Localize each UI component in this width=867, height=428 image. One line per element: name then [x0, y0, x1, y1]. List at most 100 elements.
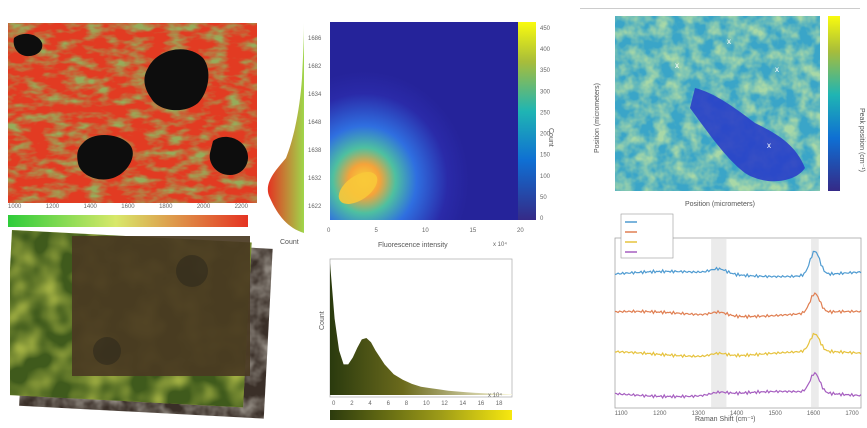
raman-colorbar-label: Peak position (cm⁻¹) [858, 108, 865, 172]
spectra-x-tick: 1300 [692, 411, 706, 417]
void-region [144, 49, 209, 111]
histogram-x-tick: 16 [478, 401, 485, 407]
spectra-x-tick: 1600 [807, 411, 821, 417]
joint-colorbar-tick: 0 [540, 216, 544, 222]
marker-x: x [727, 37, 731, 46]
void-region [77, 134, 133, 180]
top-rule [580, 8, 860, 9]
joint-colorbar [518, 22, 536, 220]
ratio-colorbar-tick: 2200 [234, 204, 248, 210]
histogram-area [330, 263, 512, 395]
spectra-x-tick: 1400 [730, 411, 744, 417]
spectra-x-axis: 1100 1200 1300 1400 1500 1600 1700 [615, 411, 860, 417]
histogram-x-tick: 14 [459, 401, 466, 407]
joint-colorbar-tick: 400 [540, 47, 551, 53]
joint-histogram: 1686 1682 1634 1648 1638 1632 1622 Count… [267, 22, 554, 249]
spectra-x-tick: 1100 [615, 411, 629, 417]
joint-x-scale: x 10⁴ [493, 241, 507, 248]
joint-colorbar-tick: 100 [540, 174, 551, 180]
raman-map-panel: x x x x Peak position (cm⁻¹) Position (m… [580, 8, 867, 210]
histogram-x-tick: 2 [350, 401, 354, 407]
fluorescence-histogram: Count 0 2 4 6 8 10 12 14 16 18 x 10⁴ [319, 258, 513, 420]
overlay-image-stack [3, 228, 285, 423]
joint-x-tick: 5 [375, 228, 379, 234]
ratio-map [8, 23, 257, 203]
joint-x-tick: 20 [517, 228, 524, 234]
marker-x: x [775, 65, 779, 74]
raman-map: x x x x Peak position (cm⁻¹) Position (m… [594, 16, 865, 208]
ratio-colorbar-tick: 1600 [121, 204, 135, 210]
histogram-x-tick: 18 [496, 401, 503, 407]
side-axis-tick: 1638 [308, 148, 322, 154]
histogram-x-axis: 0 2 4 6 8 10 12 14 16 18 [332, 401, 503, 407]
low-peak-region [690, 88, 805, 182]
ratio-colorbar-tick: 1800 [159, 204, 173, 210]
shaded-band [711, 238, 727, 408]
spectra-legend [620, 213, 674, 259]
ratio-map-panel [8, 23, 257, 203]
marker-x: x [767, 141, 771, 150]
histogram-ylabel: Count [319, 311, 326, 330]
shaded-bands [711, 238, 819, 408]
histogram-x-tick: 6 [387, 401, 391, 407]
joint-colorbar-tick: 350 [540, 68, 551, 74]
joint-colorbar-tick: 300 [540, 89, 551, 95]
ratio-colorbar-tick: 1200 [45, 204, 60, 210]
spectra-series [614, 250, 862, 400]
joint-colorbar-axis: 0 50 100 150 200 250 300 350 400 450 [540, 26, 551, 222]
ratio-colorbar-tick: 1000 [8, 204, 22, 210]
joint-x-tick: 10 [422, 228, 429, 234]
side-axis-tick: 1682 [308, 64, 322, 70]
histogram-x-tick: 10 [423, 401, 430, 407]
raman-map-xlabel: Position (micrometers) [685, 201, 755, 208]
histogram-x-scale: x 10⁴ [488, 392, 502, 399]
side-histogram-area [267, 23, 304, 233]
joint-colorbar-tick: 50 [540, 195, 547, 201]
histogram-x-tick: 4 [368, 401, 372, 407]
joint-colorbar-tick: 200 [540, 132, 551, 138]
joint-colorbar-label: Count [547, 128, 554, 147]
joint-colorbar-tick: 250 [540, 110, 551, 116]
side-axis-label: Count [280, 239, 299, 246]
joint-xlabel: Fluorescence intensity [378, 242, 448, 249]
marker-x: x [675, 61, 679, 70]
side-axis-tick: 1686 [308, 36, 322, 42]
void-region [209, 136, 249, 175]
ratio-colorbar-tick: 1400 [83, 204, 97, 210]
spectra-x-tick: 1200 [653, 411, 667, 417]
histogram-x-tick: 12 [441, 401, 448, 407]
histogram-colorbar [330, 410, 512, 420]
raman-colorbar [828, 16, 840, 191]
joint-colorbar-tick: 150 [540, 153, 551, 159]
raman-spectra-panel: 1100 1200 1300 1400 1500 1600 1700 Raman Shift… [595, 212, 867, 423]
side-axis: 1686 1682 1634 1648 1638 1632 1622 [308, 36, 322, 210]
side-axis-tick: 1632 [308, 176, 322, 182]
fluorescence-histogram-panel: Count 0 2 4 6 8 10 12 14 16 18 x 10⁴ [310, 255, 515, 423]
joint-x-tick: 0 [327, 228, 331, 234]
joint-colorbar-tick: 450 [540, 26, 551, 32]
spectra-x-tick: 1700 [845, 411, 859, 417]
ratio-colorbar [8, 215, 248, 227]
raman-spectra: 1100 1200 1300 1400 1500 1600 1700 Raman Shift… [614, 213, 862, 423]
joint-histogram-panel: 1686 1682 1634 1648 1638 1632 1622 Count… [258, 18, 558, 250]
joint-x-tick: 15 [470, 228, 477, 234]
ratio-colorbar-tick: 2000 [196, 204, 211, 210]
shaded-band [811, 238, 819, 408]
spectra-xlabel: Raman Shift (cm⁻¹) [695, 416, 755, 423]
histogram-x-tick: 0 [332, 401, 336, 407]
spectrum-line [614, 371, 862, 400]
histogram-x-tick: 8 [405, 401, 409, 407]
overlay-images [3, 230, 273, 419]
side-axis-tick: 1622 [308, 204, 322, 210]
spectrum-line [614, 332, 862, 359]
spectra-x-tick: 1500 [768, 411, 782, 417]
density-core [338, 172, 378, 204]
spectrum-line [614, 292, 862, 320]
raman-map-ylabel: Position (micrometers) [594, 83, 601, 153]
void-region [13, 33, 43, 57]
spectrum-line [614, 250, 862, 279]
joint-x-axis: 0 5 10 15 20 [327, 228, 524, 234]
side-axis-tick: 1648 [308, 120, 322, 126]
side-axis-tick: 1634 [308, 92, 322, 98]
inset-photo [72, 236, 250, 376]
